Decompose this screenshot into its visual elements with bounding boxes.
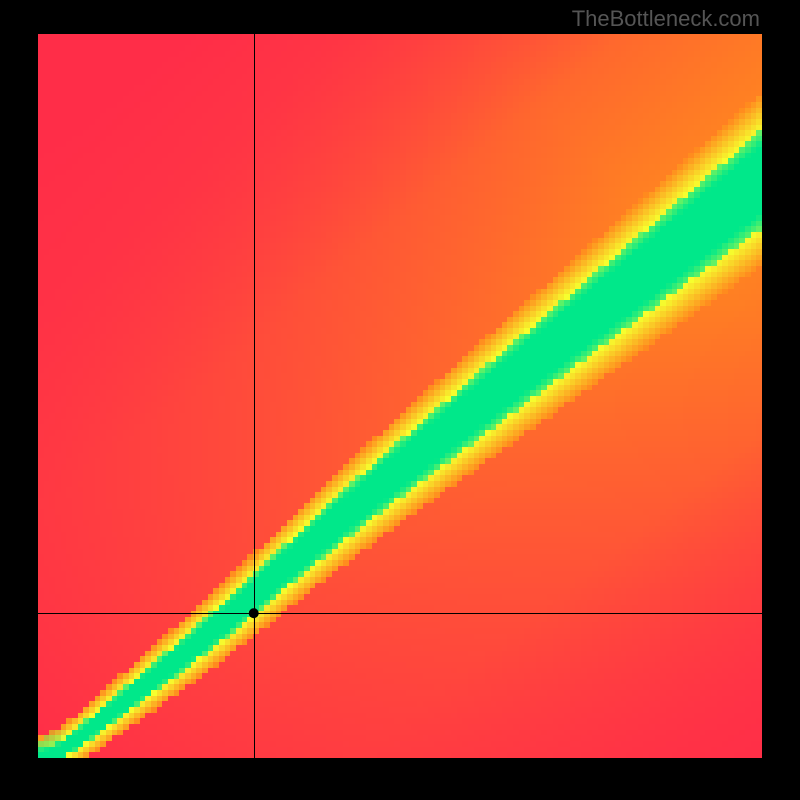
chart-stage: TheBottleneck.com (0, 0, 800, 800)
watermark-text: TheBottleneck.com (572, 6, 760, 32)
bottleneck-heatmap (38, 34, 762, 758)
